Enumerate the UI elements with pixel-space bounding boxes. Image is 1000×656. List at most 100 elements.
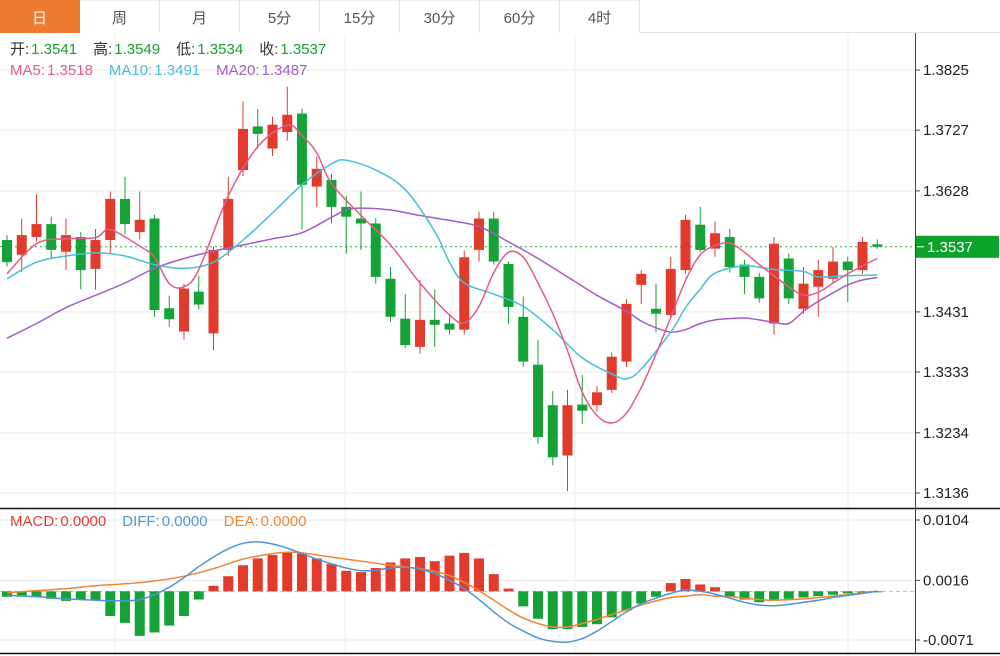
price-axis-label: 1.3431 — [923, 304, 969, 321]
candle-body — [400, 318, 411, 346]
ma5-line — [6, 124, 878, 424]
macd-histogram-bar — [356, 572, 366, 592]
legend-label: MA10: — [108, 62, 153, 79]
timeframe-tab-6[interactable]: 60分 — [480, 0, 560, 33]
macd-legend-item-1: DIFF: 0.0000 — [122, 513, 207, 530]
macd-histogram-bar — [592, 591, 602, 625]
candle-body — [739, 264, 750, 277]
price-axis-label: 1.3825 — [923, 62, 969, 79]
candle-body — [311, 168, 322, 187]
legend-label: 收: — [259, 41, 279, 58]
macd-legend-item-2: DEA: 0.0000 — [224, 513, 307, 530]
ma10-line — [6, 159, 878, 380]
ohlc-legend-item-1: 高: 1.3549 — [93, 41, 160, 58]
timeframe-tab-4[interactable]: 15分 — [320, 0, 400, 33]
dea-line — [6, 551, 878, 629]
macd-histogram-bar — [46, 591, 57, 599]
timeframe-tab-1[interactable]: 周 — [80, 0, 160, 33]
legend-value: 0.0000 — [60, 513, 107, 530]
candle-body — [828, 261, 838, 279]
legend-label: MA5: — [10, 62, 46, 79]
candle-body — [459, 257, 470, 330]
candle-body — [636, 273, 647, 285]
macd-legend-item-0: MACD: 0.0000 — [10, 513, 106, 530]
candle-body — [533, 364, 543, 438]
candle-body — [282, 114, 293, 133]
macd-histogram-bar — [238, 565, 248, 592]
macd-histogram-bar — [105, 591, 116, 616]
macd-histogram-bar — [444, 555, 455, 592]
candle-body — [813, 270, 824, 287]
macd-histogram-bar — [533, 591, 543, 619]
candle-body — [651, 308, 661, 314]
macd-histogram-bar — [370, 567, 381, 592]
macd-histogram-bar — [665, 583, 676, 592]
legend-label: 低: — [176, 41, 196, 58]
candle-body — [842, 261, 853, 271]
candle-body — [592, 392, 602, 406]
price-axis-label: 1.3628 — [923, 183, 969, 200]
macd-histogram-bar — [297, 553, 307, 592]
candle-body — [120, 198, 130, 225]
macd-histogram-bar — [813, 591, 824, 597]
legend-value: 0.0000 — [161, 513, 208, 530]
candle-body — [621, 303, 632, 362]
price-axis-label: 1.3727 — [923, 122, 969, 139]
macd-histogram-bar — [488, 574, 499, 592]
macd-histogram-bar — [31, 591, 42, 597]
macd-histogram-bar — [164, 591, 175, 626]
macd-histogram-bar — [547, 591, 558, 630]
macd-histogram-bar — [577, 591, 588, 627]
candle-body — [164, 308, 175, 320]
macd-histogram-bar — [798, 591, 809, 598]
macd-histogram-bar — [341, 570, 352, 592]
legend-label: MA20: — [216, 62, 260, 79]
macd-histogram-bar — [562, 591, 573, 630]
candle-body — [503, 263, 514, 307]
macd-histogram-bar — [326, 563, 337, 592]
macd-histogram-bar — [282, 552, 293, 592]
macd-histogram-bar — [710, 587, 720, 592]
candle-body — [193, 291, 204, 305]
macd-histogram-bar — [636, 591, 647, 604]
macd-histogram-bar — [429, 561, 440, 592]
candle-body — [267, 124, 278, 149]
price-axis-label: 1.3136 — [923, 485, 969, 502]
current-price-badge-label: 1.3537 — [927, 239, 973, 256]
candle-body — [16, 235, 27, 255]
macd-axis-label: 0.0016 — [923, 572, 969, 589]
macd-histogram-bar — [16, 591, 27, 596]
candle-body — [577, 404, 588, 411]
timeframe-tab-7[interactable]: 4时 — [560, 0, 640, 33]
candle-body — [429, 319, 440, 325]
timeframe-tab-5[interactable]: 30分 — [400, 0, 480, 33]
macd-histogram-bar — [61, 591, 71, 601]
macd-histogram-bar — [695, 584, 706, 592]
timeframe-tab-3[interactable]: 5分 — [240, 0, 320, 33]
candle-body — [208, 249, 219, 334]
candle-body — [724, 236, 735, 268]
legend-value: 1.3534 — [197, 41, 244, 58]
candle-body — [857, 241, 868, 271]
candle-body — [665, 268, 676, 315]
candle-body — [872, 244, 883, 247]
timeframe-tab-0[interactable]: 日 — [0, 0, 80, 33]
timeframe-tab-bar: 日周月 5分 15分 30分 60分 4时 — [0, 0, 1000, 33]
macd-histogram-bar — [2, 591, 12, 597]
candle-body — [415, 319, 425, 347]
macd-histogram-bar — [134, 591, 145, 636]
candle-body — [105, 198, 116, 241]
timeframe-tab-2[interactable]: 月 — [160, 0, 240, 33]
ma-legend-item-2: MA20: 1.3487 — [216, 62, 307, 79]
candle-body — [238, 128, 248, 171]
macd-histogram-bar — [223, 576, 234, 592]
candle-body — [710, 233, 720, 249]
candle-body — [179, 288, 189, 332]
legend-label: 开: — [10, 41, 30, 58]
ohlc-legend: 开: 1.3541 高: 1.3549 低: 1.3534 收: 1.3537 — [10, 41, 342, 58]
macd-histogram-bar — [651, 591, 661, 597]
legend-value: 1.3537 — [280, 41, 327, 58]
macd-histogram-bar — [179, 591, 189, 616]
